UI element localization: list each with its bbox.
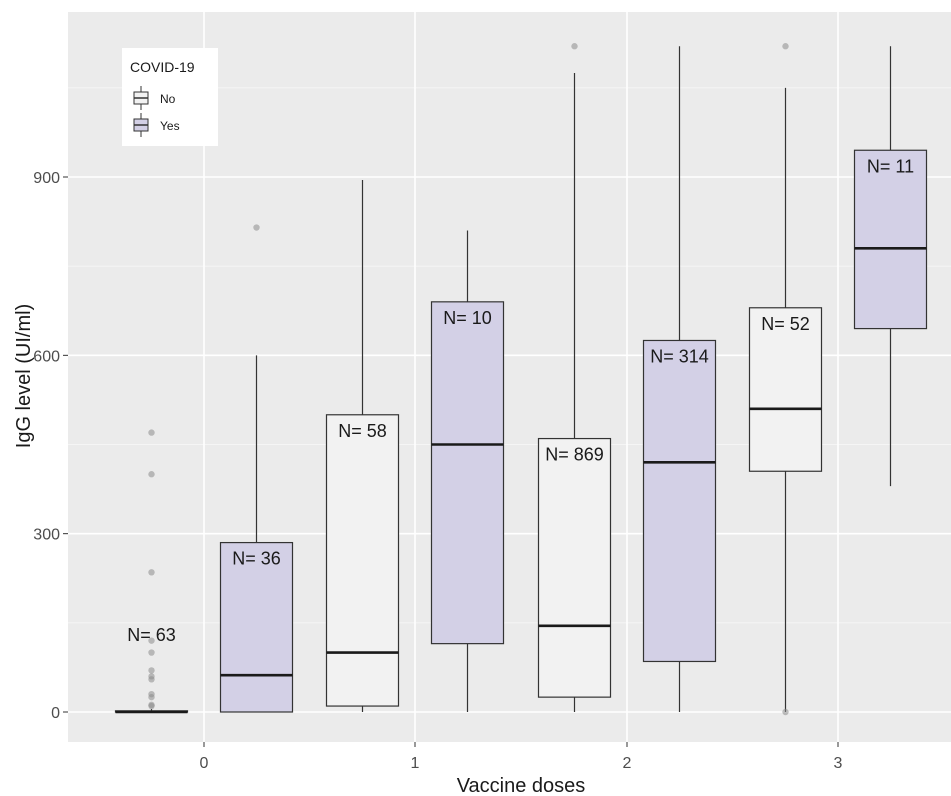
outlier-point <box>571 43 578 50</box>
n-label: N= 63 <box>127 625 176 645</box>
outlier-point <box>148 667 155 674</box>
box-yes-2 <box>642 46 717 712</box>
legend: COVID-19 No Yes <box>122 48 218 146</box>
n-label: N= 10 <box>443 308 492 328</box>
iqr-box <box>748 307 823 472</box>
legend-key-no <box>133 86 149 110</box>
n-label: N= 11 <box>867 156 914 176</box>
legend-title: COVID-19 <box>130 59 195 75</box>
n-label: N= 52 <box>761 314 810 334</box>
legend-label-yes: Yes <box>160 119 180 133</box>
iqr-box <box>325 414 400 707</box>
x-tick-label: 2 <box>623 755 632 772</box>
box-no-0 <box>114 429 189 714</box>
iqr-box <box>642 339 717 663</box>
box-no-1 <box>325 179 400 712</box>
y-axis-title: IgG level (UI/ml) <box>13 304 35 448</box>
y-tick-label: 300 <box>33 527 60 544</box>
iqr-box <box>219 541 294 713</box>
box-layer <box>114 43 928 716</box>
outlier-point <box>782 708 789 716</box>
x-tick-label: 0 <box>200 755 209 772</box>
outlier-point <box>253 224 260 231</box>
iqr-box <box>853 149 928 330</box>
iqr-box <box>537 437 612 698</box>
x-axis: 0 1 2 3 <box>200 742 843 772</box>
iqr-box <box>430 301 505 645</box>
outlier-point <box>148 649 155 656</box>
outlier-point <box>148 637 155 644</box>
n-label: N= 36 <box>232 549 281 569</box>
x-tick-label: 3 <box>834 755 843 772</box>
y-tick-label: 900 <box>33 170 60 187</box>
y-tick-label: 0 <box>51 705 60 722</box>
outlier-point <box>782 43 789 50</box>
n-label-layer: N= 63 N= 58 N= 869 N= 52 N= 36 N= 10 N= 314 N= … <box>127 156 914 645</box>
x-tick-label: 1 <box>411 755 420 772</box>
outlier-point <box>148 471 155 478</box>
n-label: N= 314 <box>650 346 709 366</box>
box-yes-0 <box>219 224 294 713</box>
legend-key-yes <box>133 113 149 137</box>
box-no-3 <box>748 43 823 716</box>
outlier-point <box>148 569 155 576</box>
box-no-2 <box>537 43 612 712</box>
outlier-point <box>148 429 155 436</box>
n-label: N= 58 <box>338 421 387 441</box>
y-tick-label: 600 <box>33 348 60 365</box>
legend-label-no: No <box>160 92 176 106</box>
outlier-point <box>148 673 155 680</box>
outlier-point <box>148 690 155 698</box>
n-label: N= 869 <box>545 445 604 465</box>
box-yes-3 <box>853 46 928 487</box>
x-axis-title: Vaccine doses <box>457 775 586 796</box>
box-yes-1 <box>430 230 505 712</box>
y-axis: 0 300 600 900 <box>33 170 68 722</box>
outlier-point <box>148 701 155 709</box>
